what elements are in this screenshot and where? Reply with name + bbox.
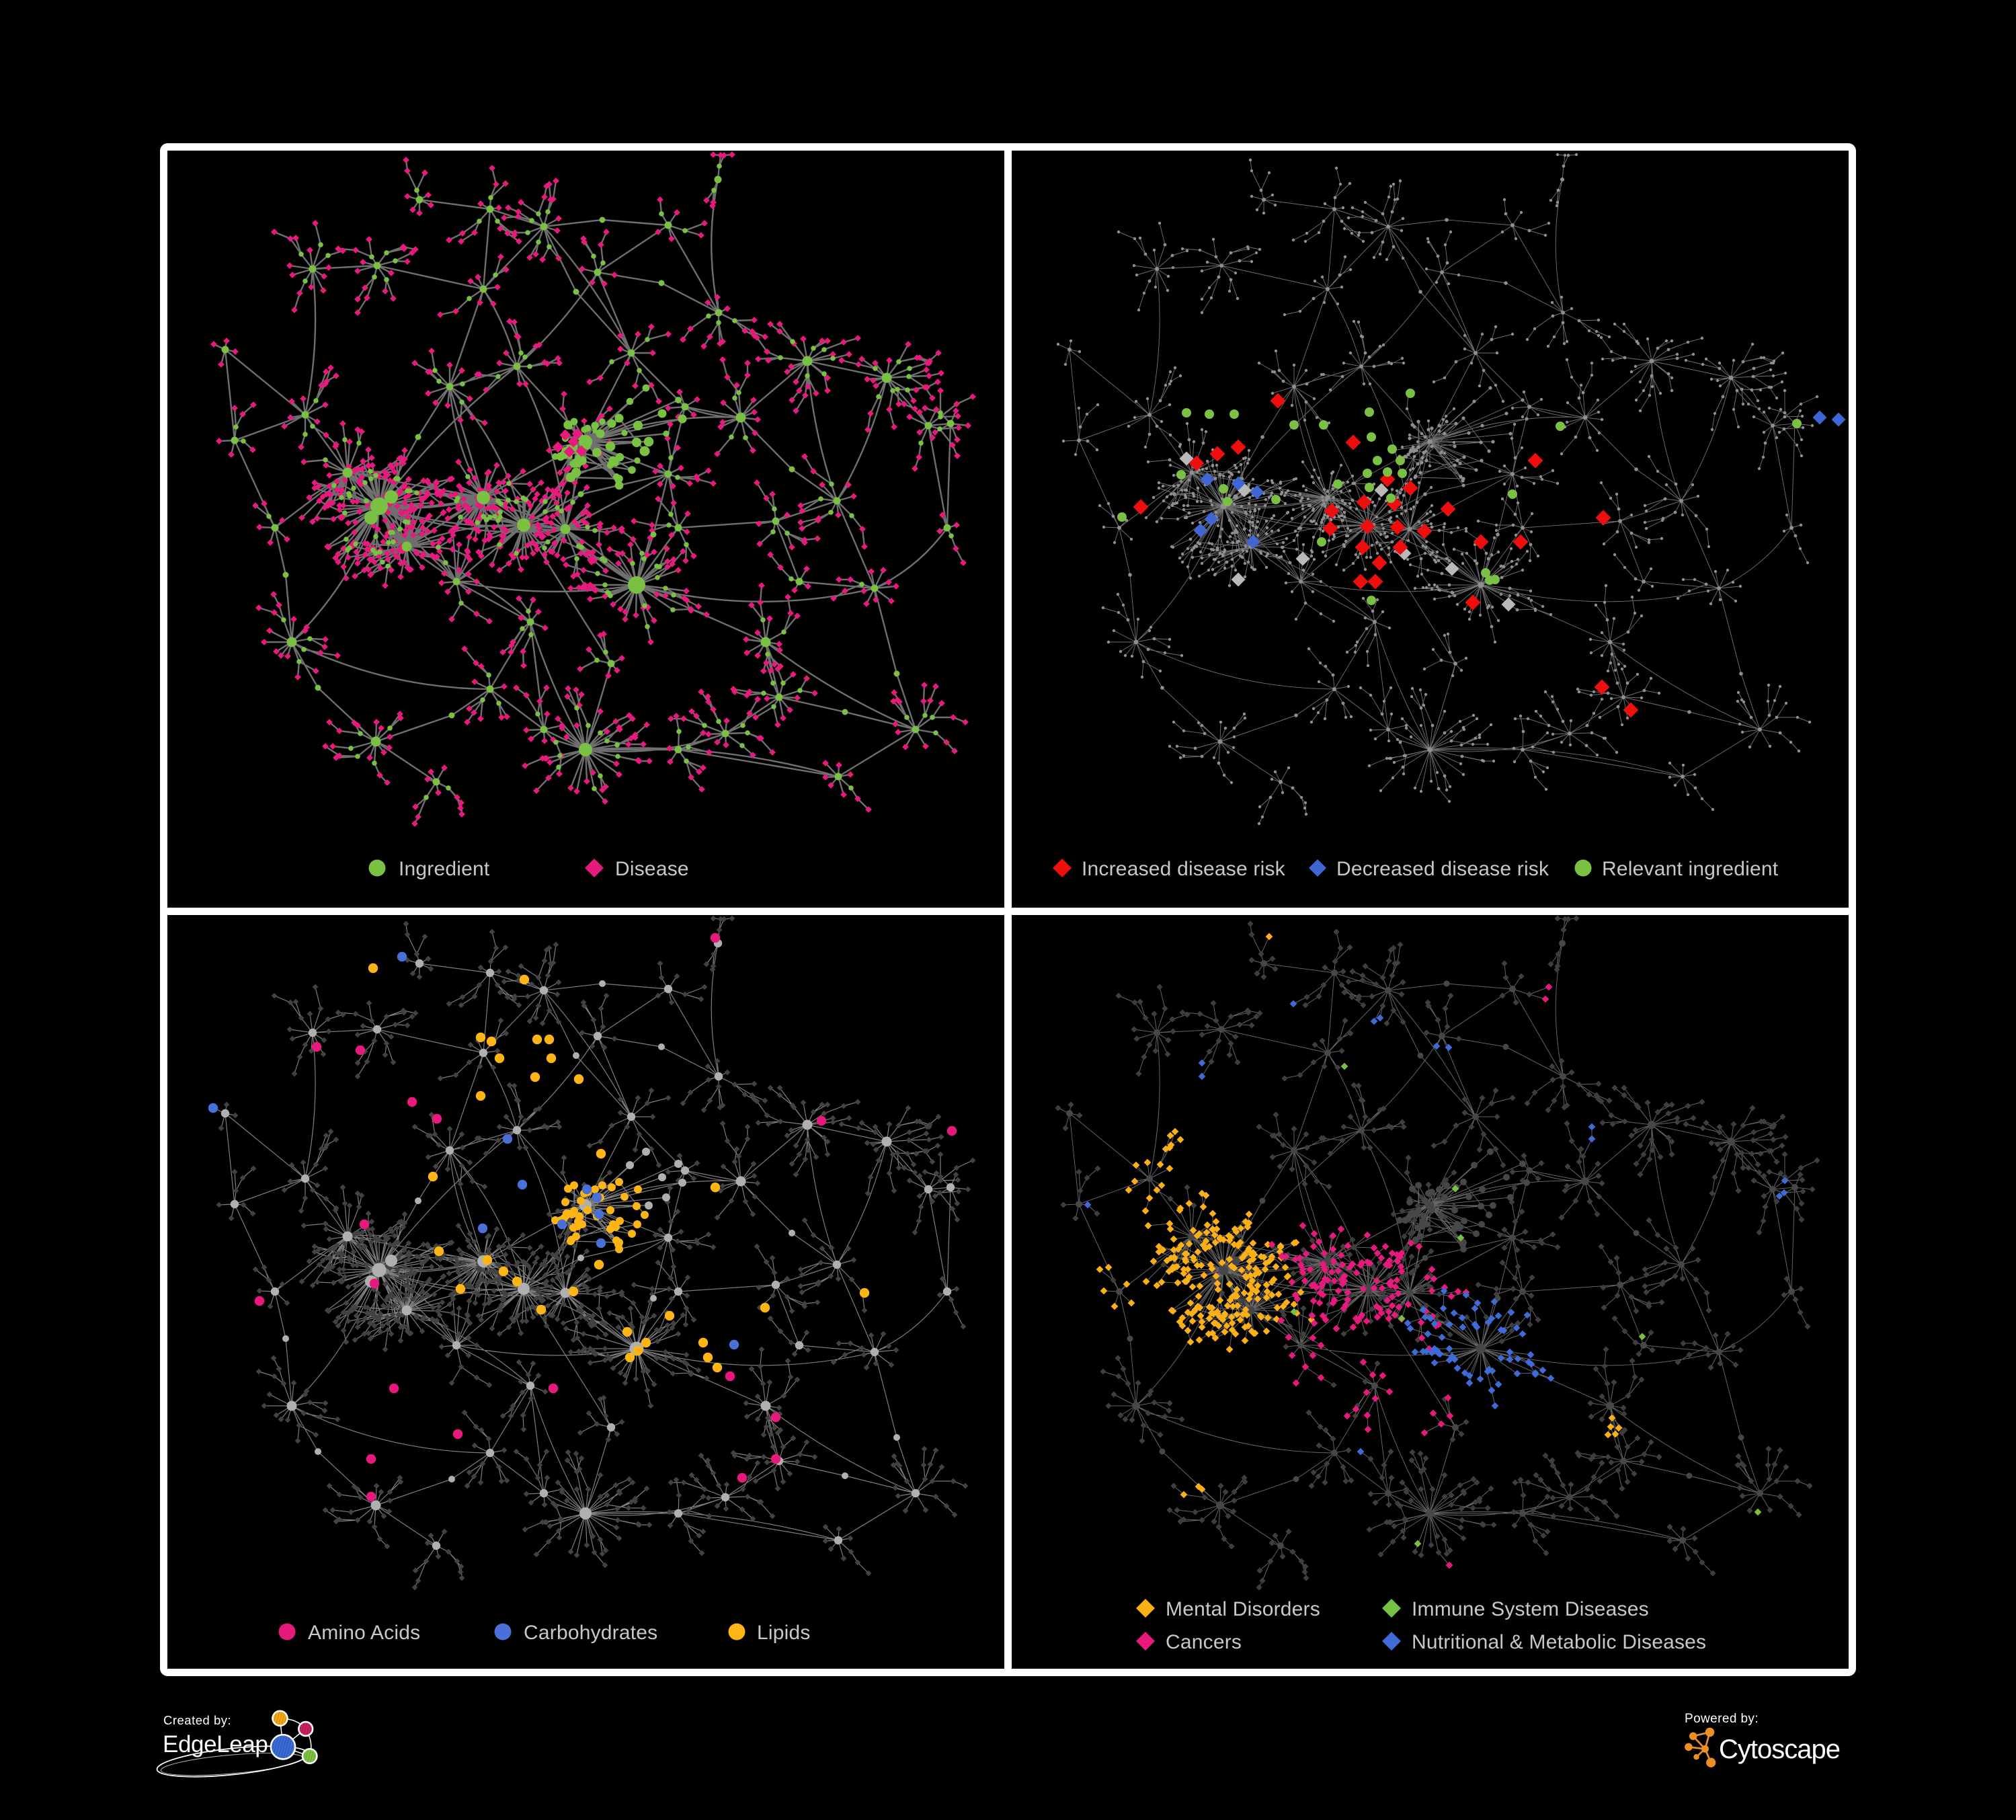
svg-text:Lipids: Lipids bbox=[757, 1622, 811, 1644]
svg-text:Increased disease risk: Increased disease risk bbox=[1082, 858, 1286, 880]
svg-text:Powered by:: Powered by: bbox=[1685, 1712, 1759, 1726]
svg-text:Decreased disease risk: Decreased disease risk bbox=[1336, 858, 1549, 880]
svg-text:Cancers: Cancers bbox=[1166, 1631, 1242, 1653]
svg-text:Amino Acids: Amino Acids bbox=[308, 1622, 420, 1644]
svg-text:Created by:: Created by: bbox=[163, 1713, 231, 1727]
svg-text:Immune System Diseases: Immune System Diseases bbox=[1412, 1598, 1649, 1620]
svg-text:Relevant ingredient: Relevant ingredient bbox=[1602, 858, 1779, 880]
svg-text:EdgeLeap: EdgeLeap bbox=[163, 1731, 268, 1757]
svg-text:Carbohydrates: Carbohydrates bbox=[524, 1622, 657, 1644]
svg-text:Nutritional & Metabolic Diseas: Nutritional & Metabolic Diseases bbox=[1412, 1631, 1706, 1653]
svg-text:Mental Disorders: Mental Disorders bbox=[1166, 1598, 1320, 1620]
svg-text:Disease: Disease bbox=[615, 858, 689, 880]
svg-text:Ingredient: Ingredient bbox=[399, 858, 490, 880]
svg-text:Cytoscape: Cytoscape bbox=[1719, 1735, 1840, 1764]
